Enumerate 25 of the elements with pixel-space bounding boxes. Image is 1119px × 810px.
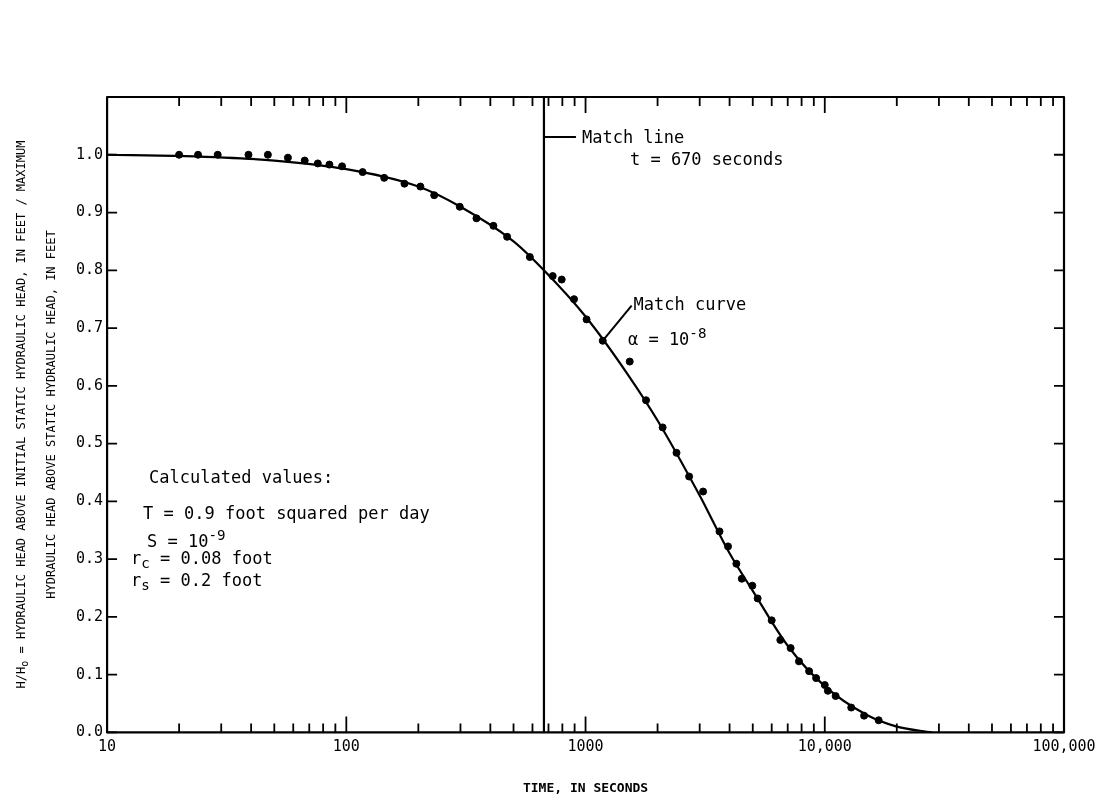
x-tick-label: 10,000 bbox=[797, 737, 852, 756]
y-tick-label: 0.4 bbox=[76, 491, 104, 510]
x-tick-label: 10 bbox=[98, 737, 117, 756]
x-tick-label: 100 bbox=[332, 737, 360, 756]
y-tick-label: 0.9 bbox=[76, 202, 104, 221]
y-tick-label: 0.3 bbox=[76, 549, 104, 567]
x-tick-label: 100,000 bbox=[1032, 737, 1096, 756]
x-tick-label: 1000 bbox=[567, 737, 604, 756]
annotation: T = 0.9 foot squared per day bbox=[143, 503, 430, 523]
ref-line-label: Match line bbox=[581, 127, 685, 147]
annotation: r$_{s}$ = 0.2 foot bbox=[131, 570, 263, 596]
y-tick-label: 0.6 bbox=[76, 375, 104, 394]
y-tick-label: 0.2 bbox=[76, 606, 104, 625]
annotation: Calculated values: bbox=[149, 467, 334, 487]
y-tick-label: 0.1 bbox=[76, 664, 104, 683]
annotation: α = 10$^{-8}$ bbox=[627, 324, 707, 349]
y-tick-label: 0.7 bbox=[76, 317, 104, 336]
annotation: r$_{c}$ = 0.08 foot bbox=[131, 548, 273, 572]
y-tick-label: 1.0 bbox=[76, 144, 104, 163]
y-tick-label: 0.5 bbox=[76, 433, 104, 452]
annotation: t = 670 seconds bbox=[629, 149, 784, 169]
annotation: S = 10$^{-9}$ bbox=[147, 526, 226, 551]
annotation: Match curve bbox=[633, 293, 747, 314]
y-tick-label: 0.8 bbox=[76, 260, 104, 279]
x-axis-title: TIME, IN SECONDS bbox=[522, 779, 649, 795]
